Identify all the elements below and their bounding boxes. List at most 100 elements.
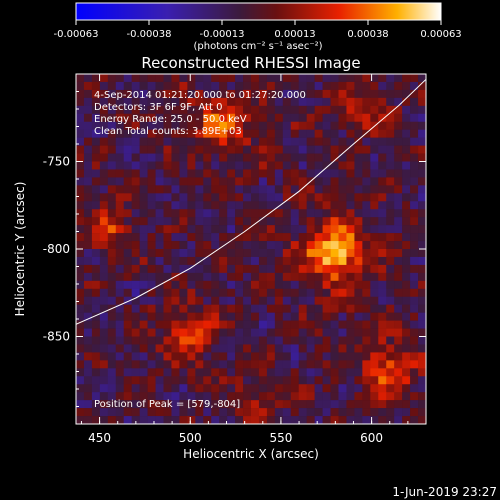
heatmap-cell	[338, 97, 347, 107]
heatmap-cell	[243, 217, 252, 226]
heatmap-cell	[171, 288, 180, 298]
heatmap-cell	[179, 209, 188, 218]
heatmap-cell	[83, 376, 93, 385]
heatmap-cell	[91, 304, 101, 313]
heatmap-cell	[258, 400, 268, 409]
heatmap-cell	[131, 153, 140, 162]
heatmap-cell	[76, 185, 85, 194]
heatmap-cell	[91, 400, 101, 409]
heatmap-cell	[243, 344, 252, 353]
heatmap-cell	[290, 352, 300, 361]
heatmap-cell	[83, 137, 93, 146]
heatmap-cell	[131, 161, 140, 170]
heatmap-cell	[83, 320, 93, 329]
heatmap-cell	[171, 416, 180, 424]
heatmap-cell	[115, 296, 125, 305]
heatmap-cell	[274, 169, 284, 178]
heatmap-cell	[203, 392, 212, 401]
heatmap-cell	[354, 113, 363, 123]
heatmap-cell	[370, 177, 379, 186]
heatmap-cell	[99, 320, 109, 329]
heatmap-cell	[83, 161, 93, 170]
heatmap-cell	[386, 312, 395, 321]
heatmap-cell	[338, 249, 347, 258]
heatmap-cell	[338, 241, 347, 250]
heatmap-cell	[330, 368, 339, 377]
heatmap-cell	[211, 408, 220, 417]
heatmap-cell	[346, 392, 355, 401]
heatmap-cell	[179, 408, 188, 417]
heatmap-cell	[346, 121, 355, 130]
heatmap-cell	[139, 392, 148, 401]
heatmap-cell	[179, 416, 188, 424]
heatmap-cell	[187, 280, 196, 290]
heatmap-cell	[338, 89, 347, 99]
heatmap-cell	[171, 392, 180, 401]
heatmap-cell	[266, 169, 276, 178]
heatmap-cell	[322, 408, 331, 417]
heatmap-cell	[163, 272, 172, 282]
heatmap-cell	[147, 74, 156, 83]
heatmap-cell	[378, 392, 387, 401]
heatmap-cell	[322, 137, 331, 146]
heatmap-cell	[346, 280, 355, 290]
heatmap-cell	[418, 137, 426, 146]
heatmap-cell	[354, 408, 363, 417]
heatmap-cell	[298, 368, 307, 377]
heatmap-cell	[378, 336, 387, 345]
heatmap-cell	[243, 201, 252, 210]
heatmap-cell	[235, 376, 244, 385]
heatmap-cell	[211, 233, 220, 242]
heatmap-cell	[418, 344, 426, 353]
heatmap-cell	[219, 217, 228, 226]
heatmap-cell	[147, 225, 156, 234]
heatmap-cell	[251, 344, 260, 353]
heatmap-cell	[394, 209, 403, 218]
heatmap-cell	[370, 217, 379, 226]
heatmap-cell	[235, 400, 244, 409]
heatmap-cell	[187, 241, 196, 250]
heatmap-cell	[346, 129, 355, 138]
x-tick-label: 450	[88, 431, 111, 445]
heatmap-cell	[410, 241, 419, 250]
heatmap-cell	[123, 201, 132, 210]
heatmap-cell	[195, 137, 204, 146]
heatmap-cell	[155, 272, 164, 282]
heatmap-cell	[346, 145, 355, 154]
heatmap-cell	[203, 97, 212, 107]
heatmap-cell	[322, 368, 331, 377]
heatmap-cell	[418, 328, 426, 337]
heatmap-cell	[219, 280, 228, 290]
heatmap-cell	[338, 217, 347, 226]
heatmap-cell	[99, 193, 109, 202]
heatmap-cell	[155, 161, 164, 170]
heatmap-cell	[362, 241, 371, 250]
heatmap-cell	[418, 320, 426, 329]
heatmap-cell	[91, 113, 101, 123]
colorbar-tick-label: 0.00063	[420, 29, 461, 40]
heatmap-cell	[179, 249, 188, 258]
heatmap-cell	[195, 74, 204, 83]
heatmap-cell	[227, 113, 236, 123]
heatmap-cell	[139, 193, 148, 202]
heatmap-cell	[115, 312, 125, 321]
heatmap-cell	[346, 320, 355, 329]
heatmap-cell	[370, 400, 379, 409]
heatmap-cell	[290, 137, 300, 146]
heatmap-cell	[115, 113, 125, 123]
heatmap-cell	[91, 320, 101, 329]
heatmap-cell	[91, 161, 101, 170]
heatmap-cell	[330, 233, 339, 242]
heatmap-cell	[410, 408, 419, 417]
heatmap-cell	[258, 121, 268, 130]
heatmap-cell	[163, 233, 172, 242]
heatmap-cell	[290, 105, 300, 115]
heatmap-cell	[99, 97, 109, 107]
heatmap-cell	[314, 296, 323, 305]
heatmap-cell	[219, 320, 228, 329]
heatmap-cell	[282, 368, 292, 377]
heatmap-cell	[139, 185, 148, 194]
heatmap-cell	[179, 360, 188, 369]
heatmap-cell	[115, 74, 125, 83]
heatmap-cell	[76, 360, 85, 369]
